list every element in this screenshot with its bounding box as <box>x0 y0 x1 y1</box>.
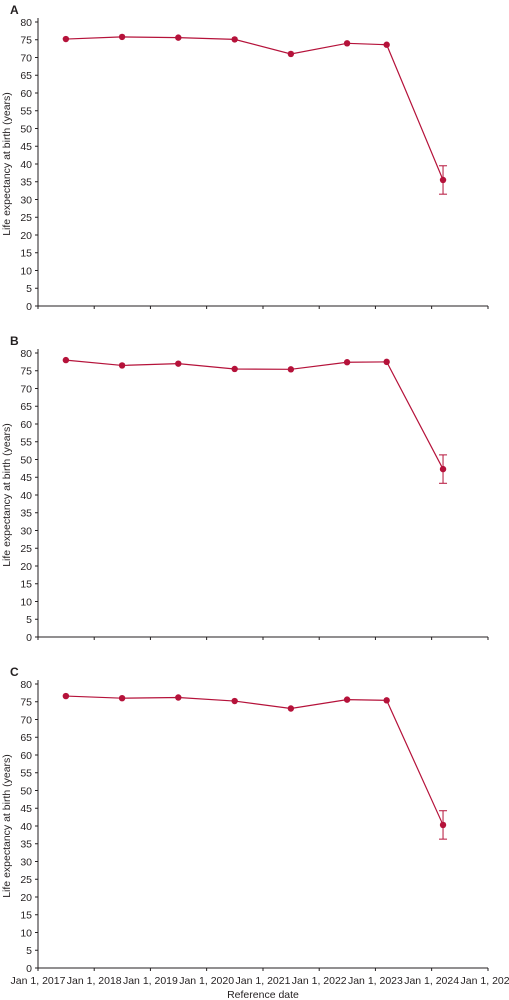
data-point <box>383 358 390 366</box>
data-point <box>175 360 182 367</box>
y-tick-label: 65 <box>20 401 32 413</box>
y-tick-label: 80 <box>20 348 32 360</box>
x-tick-label: Jan 1, 2021 <box>236 975 291 987</box>
y-axis-title: Life expectancy at birth (years) <box>1 423 13 567</box>
data-point <box>62 35 70 43</box>
y-tick-label: 0 <box>26 301 32 313</box>
y-tick-label: 70 <box>20 383 32 395</box>
y-tick-label: 55 <box>20 768 32 780</box>
y-tick-label: 25 <box>20 212 32 224</box>
data-point <box>343 40 351 47</box>
y-axis-title: Life expectancy at birth (years) <box>1 754 13 898</box>
y-tick-label: 10 <box>20 927 32 939</box>
y-tick-label: 40 <box>20 821 32 833</box>
data-point <box>383 697 390 704</box>
y-tick-label: 75 <box>20 697 32 709</box>
panel-label: A <box>10 3 19 17</box>
data-point <box>231 365 238 373</box>
y-tick-label: 40 <box>20 490 32 502</box>
panel-c: C 0 5 10 15 20 25 30 35 40 45 50 55 60 65 70 75 80 Jan 1, … <box>1 665 509 1000</box>
data-point <box>175 34 182 41</box>
data-point <box>287 50 295 58</box>
y-tick-label: 0 <box>26 632 32 644</box>
x-tick-label: Jan 1, 2017 <box>11 975 66 987</box>
data-point <box>62 356 70 364</box>
data-point <box>343 359 351 366</box>
y-tick-label: 30 <box>20 525 32 537</box>
y-tick-label: 15 <box>20 248 32 260</box>
series-line <box>65 359 444 470</box>
panel-a: A 0 5 10 15 20 25 30 35 40 45 50 55 60 65 70 75 80 Life ex… <box>1 3 489 313</box>
data-point <box>231 36 238 43</box>
data-point <box>118 33 126 41</box>
data-point <box>439 465 447 473</box>
y-tick-label: 50 <box>20 123 32 135</box>
y-tick-label: 5 <box>26 614 32 626</box>
y-tick-label: 80 <box>20 679 32 691</box>
y-tick-label: 50 <box>20 454 32 466</box>
y-tick-label: 65 <box>20 732 32 744</box>
y-tick-label: 80 <box>20 17 32 29</box>
y-tick-label: 5 <box>26 283 32 295</box>
y-tick-label: 60 <box>20 419 32 431</box>
panel-label: C <box>10 665 19 679</box>
panel-label: B <box>10 334 19 348</box>
data-point <box>287 366 295 373</box>
y-tick-label: 70 <box>20 714 32 726</box>
y-tick-label: 75 <box>20 35 32 47</box>
y-tick-label: 10 <box>20 265 32 277</box>
y-tick-label: 25 <box>20 543 32 555</box>
y-tick-label: 60 <box>20 750 32 762</box>
data-point <box>383 41 390 48</box>
y-tick-label: 5 <box>26 945 32 957</box>
y-tick-label: 20 <box>20 892 32 904</box>
y-tick-label: 65 <box>20 70 32 82</box>
series-line <box>65 36 444 181</box>
y-tick-label: 0 <box>26 963 32 975</box>
y-tick-label: 35 <box>20 508 32 520</box>
x-tick-label: Jan 1, 2020 <box>179 975 234 987</box>
y-tick-label: 15 <box>20 579 32 591</box>
data-point <box>118 695 126 702</box>
y-tick-label: 70 <box>20 52 32 64</box>
series-line <box>65 695 444 826</box>
data-point <box>287 705 295 712</box>
y-tick-label: 75 <box>20 366 32 378</box>
y-tick-label: 60 <box>20 88 32 100</box>
y-tick-label: 20 <box>20 230 32 242</box>
y-tick-label: 35 <box>20 839 32 851</box>
y-tick-label: 55 <box>20 106 32 118</box>
y-tick-label: 15 <box>20 910 32 922</box>
x-axis-title: Reference date <box>227 989 299 1000</box>
data-point <box>175 694 182 701</box>
y-tick-label: 45 <box>20 472 32 484</box>
x-tick-label: Jan 1, 2019 <box>123 975 178 987</box>
y-tick-label: 30 <box>20 194 32 206</box>
panel-b: B 0 5 10 15 20 25 30 35 40 45 50 55 60 65 70 75 80 Life ex… <box>1 334 489 644</box>
y-tick-label: 50 <box>20 785 32 797</box>
y-tick-label: 45 <box>20 141 32 153</box>
y-tick-label: 40 <box>20 159 32 171</box>
data-point <box>118 362 126 369</box>
y-tick-label: 20 <box>20 561 32 573</box>
y-tick-label: 10 <box>20 596 32 608</box>
y-tick-label: 55 <box>20 437 32 449</box>
y-tick-label: 35 <box>20 177 32 189</box>
x-tick-label: Jan 1, 2024 <box>404 975 459 987</box>
x-tick-label: Jan 1, 2023 <box>348 975 403 987</box>
data-point <box>343 696 351 703</box>
data-point <box>231 697 238 705</box>
y-tick-label: 30 <box>20 856 32 868</box>
y-tick-label: 25 <box>20 874 32 886</box>
x-tick-label: Jan 1, 2018 <box>67 975 122 987</box>
data-point <box>62 692 70 700</box>
data-point <box>439 821 447 829</box>
x-tick-label: Jan 1, 2022 <box>292 975 347 987</box>
y-tick-label: 45 <box>20 803 32 815</box>
y-axis-title: Life expectancy at birth (years) <box>1 92 13 236</box>
data-point <box>439 176 447 184</box>
